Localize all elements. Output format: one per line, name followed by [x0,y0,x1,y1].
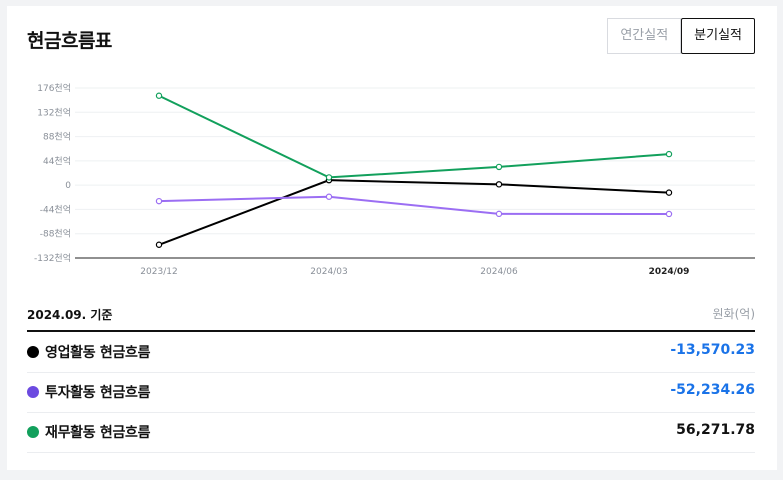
y-tick-label: 132천억 [37,106,71,118]
data-point [325,193,333,200]
tab-quarterly[interactable]: 분기실적 [681,18,755,54]
row-value: 56,271.78 [676,422,755,438]
series-line-1 [158,195,670,215]
currency-unit: 원화(억) [712,307,755,321]
y-tick-label: -44천억 [40,203,71,215]
data-point [155,197,163,205]
row-value: -52,234.26 [670,382,755,398]
cash-flow-card: 현금흐름표 연간실적 분기실적 176천억 132천억 88천억 44천억 0 -44천억… [7,6,777,470]
legend-dot-operating [27,346,39,358]
legend-dot-investing [27,386,39,398]
row-label: 재무활동 현금흐름 [45,425,151,441]
legend-dot-financing [27,426,39,438]
x-tick-label: 2024/03 [310,267,347,277]
data-point [495,163,503,171]
y-tick-label: 0 [65,181,71,191]
data-point [665,189,673,196]
cash-flow-chart: 176천억 132천억 88천억 44천억 0 -44천억 -88천억 -132천억 2023/… [34,82,755,277]
series-line-0 [158,179,670,246]
y-tick-label: 44천억 [43,155,71,167]
data-point [665,150,673,158]
page-title: 현금흐름표 [27,30,112,52]
row-label: 투자활동 현금흐름 [45,385,151,401]
data-point [325,174,333,181]
x-tick-label: 2024/09 [649,267,690,277]
y-tick-label: 176천억 [37,82,71,94]
y-tick-label: -88천억 [40,228,71,240]
data-point [495,181,503,188]
data-point [665,210,673,218]
data-point [155,92,163,99]
y-tick-label: 88천억 [43,131,71,143]
period-toggle: 연간실적 분기실적 [607,18,755,54]
x-tick-label: 2023/12 [140,267,177,277]
y-tick-label: -132천억 [34,252,71,264]
reference-date: 2024.09. 기준 [27,308,113,322]
row-label: 영업활동 현금흐름 [45,345,151,361]
row-investing-cashflow: 투자활동 현금흐름 -52,234.26 [27,372,755,413]
row-financing-cashflow: 재무활동 현금흐름 56,271.78 [27,412,755,453]
tab-annual[interactable]: 연간실적 [607,18,682,54]
x-tick-label: 2024/06 [480,267,518,277]
row-operating-cashflow: 영업활동 현금흐름 -13,570.23 [27,332,755,373]
series-line-2 [158,94,670,179]
data-point [155,241,163,248]
data-point [495,210,503,218]
table-header: 2024.09. 기준 원화(억) [27,302,755,332]
row-value: -13,570.23 [670,342,755,358]
